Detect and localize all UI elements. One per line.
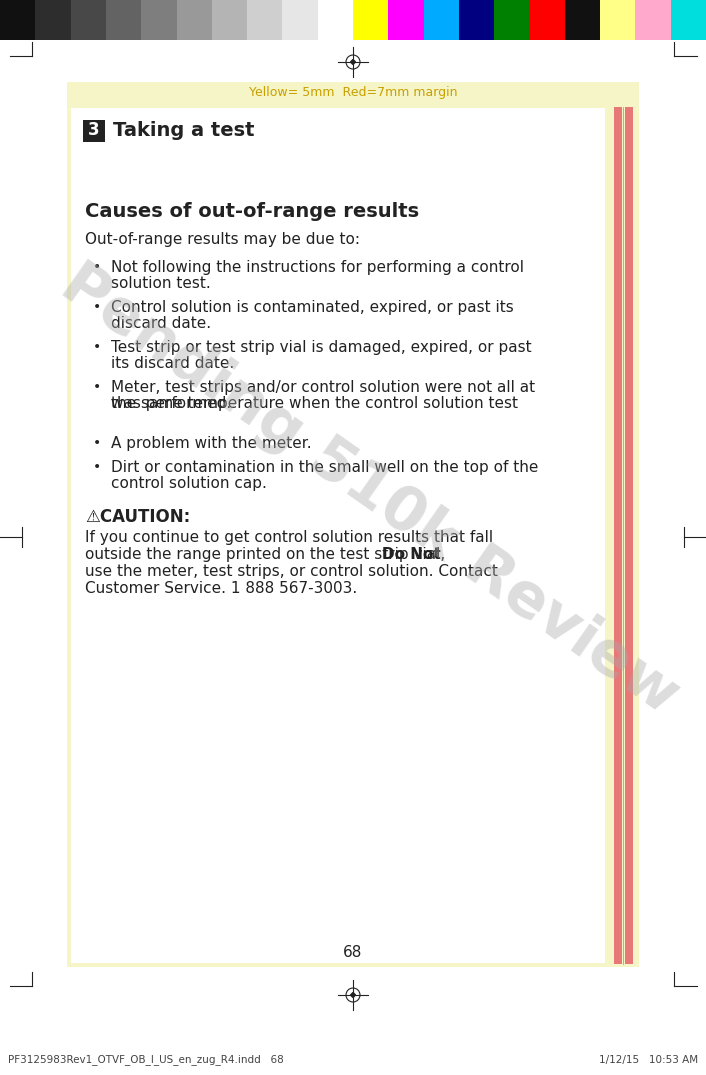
Text: Yellow= 5mm  Red=7mm margin: Yellow= 5mm Red=7mm margin <box>249 86 457 99</box>
Bar <box>459 0 494 40</box>
Text: Dirt or contamination in the small well on the top of the: Dirt or contamination in the small well … <box>111 460 539 475</box>
Text: ⚠CAUTION:: ⚠CAUTION: <box>85 508 190 526</box>
Text: control solution cap.: control solution cap. <box>111 476 267 491</box>
Bar <box>671 0 706 40</box>
Text: Do Not: Do Not <box>383 547 441 562</box>
Bar <box>494 0 530 40</box>
Text: •: • <box>93 260 101 274</box>
Text: •: • <box>93 379 101 395</box>
Text: solution test.: solution test. <box>111 276 211 291</box>
Bar <box>614 108 622 964</box>
Text: Causes of out-of-range results: Causes of out-of-range results <box>85 202 419 221</box>
Text: PF3125983Rev1_OTVF_OB_I_US_en_zug_R4.indd   68: PF3125983Rev1_OTVF_OB_I_US_en_zug_R4.ind… <box>8 1055 284 1065</box>
Bar <box>635 0 671 40</box>
Text: Not following the instructions for performing a control: Not following the instructions for perfo… <box>111 260 524 275</box>
Bar <box>106 0 141 40</box>
Text: A problem with the meter.: A problem with the meter. <box>111 436 311 452</box>
Text: Test strip or test strip vial is damaged, expired, or past: Test strip or test strip vial is damaged… <box>111 340 532 355</box>
Bar <box>388 0 424 40</box>
Polygon shape <box>350 992 356 998</box>
Text: •: • <box>93 300 101 314</box>
Text: Out-of-range results may be due to:: Out-of-range results may be due to: <box>85 232 360 247</box>
Bar <box>71 108 605 963</box>
Bar <box>530 0 565 40</box>
Bar <box>176 0 212 40</box>
Bar <box>67 82 639 968</box>
Text: Meter, test strips and/or control solution were not all at: Meter, test strips and/or control soluti… <box>111 379 535 395</box>
Text: the same temperature when the control solution test: the same temperature when the control so… <box>111 396 518 411</box>
Polygon shape <box>350 59 356 64</box>
Text: Control solution is contaminated, expired, or past its: Control solution is contaminated, expire… <box>111 300 514 315</box>
Bar <box>71 0 106 40</box>
Text: outside the range printed on the test strip vial,: outside the range printed on the test st… <box>85 547 450 562</box>
Text: •: • <box>93 436 101 450</box>
Text: use the meter, test strips, or control solution. Contact: use the meter, test strips, or control s… <box>85 564 498 579</box>
Text: Pending 510k Review: Pending 510k Review <box>50 254 690 727</box>
Text: Customer Service. 1 888 567-3003.: Customer Service. 1 888 567-3003. <box>85 580 357 596</box>
Text: If you continue to get control solution results that fall: If you continue to get control solution … <box>85 530 493 545</box>
Text: 1/12/15   10:53 AM: 1/12/15 10:53 AM <box>599 1055 698 1065</box>
Bar <box>282 0 318 40</box>
Bar <box>625 108 633 964</box>
Bar <box>35 0 71 40</box>
Bar <box>353 0 388 40</box>
Bar <box>141 0 176 40</box>
Bar <box>600 0 635 40</box>
Text: 68: 68 <box>343 945 363 960</box>
Text: 3: 3 <box>88 121 100 139</box>
Bar <box>318 0 353 40</box>
Text: its discard date.: its discard date. <box>111 356 234 371</box>
Bar <box>212 0 247 40</box>
Bar <box>565 0 600 40</box>
Bar <box>424 0 459 40</box>
Bar <box>83 120 105 142</box>
Text: was performed.: was performed. <box>111 396 232 411</box>
Text: Taking a test: Taking a test <box>113 121 254 141</box>
Bar <box>0 0 35 40</box>
Bar <box>247 0 282 40</box>
Text: •: • <box>93 460 101 474</box>
Text: •: • <box>93 340 101 354</box>
Text: discard date.: discard date. <box>111 316 211 331</box>
